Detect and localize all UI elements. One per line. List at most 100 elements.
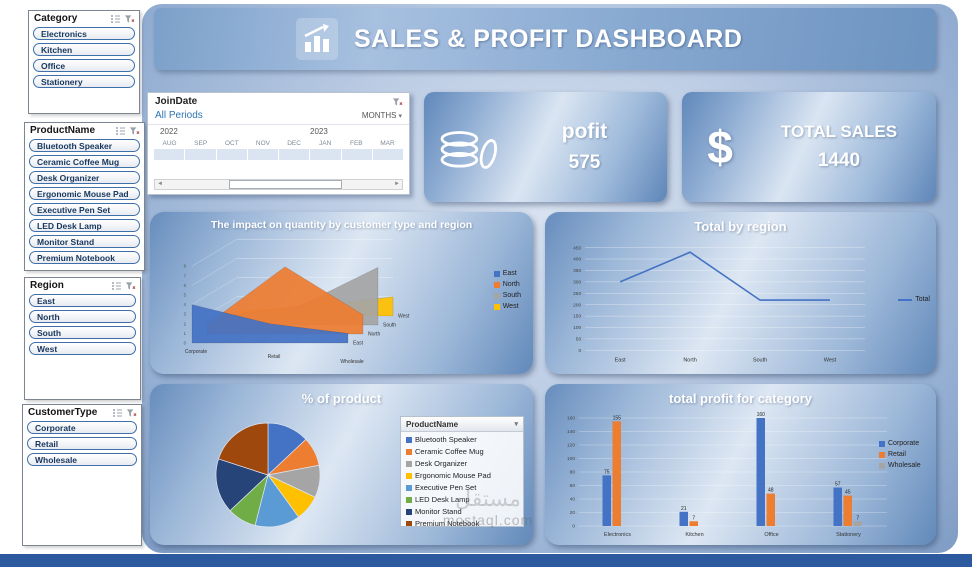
- svg-text:Corporate: Corporate: [185, 349, 207, 355]
- legend-label: Total: [915, 296, 930, 303]
- legend-item: Desk Organizer: [406, 459, 518, 468]
- slicer-item-corporate[interactable]: Corporate: [27, 421, 137, 434]
- legend-swatch: [406, 472, 412, 479]
- legend-item: Bluetooth Speaker: [406, 435, 518, 444]
- timeline-cell[interactable]: [154, 149, 185, 160]
- timeline-scroll-track[interactable]: [165, 180, 392, 189]
- svg-text:South: South: [753, 357, 767, 363]
- timeline-cell[interactable]: [247, 149, 278, 160]
- timeline-month-labels: AUG SEP OCT NOV DEC JAN FEB MAR: [148, 140, 409, 147]
- category-slicer-title: Category: [34, 13, 78, 24]
- svg-text:East: East: [353, 341, 364, 347]
- timeline-cell[interactable]: [216, 149, 247, 160]
- svg-text:0: 0: [184, 341, 187, 346]
- line-svg: 0 50 100 150 200 250 300 350 400 450 East North Sout…: [573, 245, 865, 363]
- area-chart-legend: East North South West: [493, 270, 521, 310]
- slicer-item-ceramic-coffee-mug[interactable]: Ceramic Coffee Mug: [29, 155, 140, 168]
- total-sales-kpi-label: TOTAL SALES: [780, 122, 898, 141]
- slicer-item-south[interactable]: South: [29, 326, 136, 339]
- line-chart-legend: Total: [898, 296, 930, 303]
- slicer-item-electronics[interactable]: Electronics: [33, 27, 135, 40]
- legend-item: Ceramic Coffee Mug: [406, 447, 518, 456]
- legend-swatch: [493, 281, 500, 288]
- slicer-item-desk-organizer[interactable]: Desk Organizer: [29, 171, 140, 184]
- timeline-cell[interactable]: [310, 149, 341, 160]
- slicer-item-west[interactable]: West: [29, 342, 136, 355]
- legend-item: Executive Pen Set: [406, 483, 518, 492]
- svg-text:20: 20: [570, 510, 576, 516]
- line-chart-title: Total by region: [694, 219, 787, 234]
- pie-field-legend: ProductName Bluetooth Speaker Ceramic Cof…: [400, 416, 524, 527]
- slicer-item-ergonomic-mouse-pad[interactable]: Ergonomic Mouse Pad: [29, 187, 140, 200]
- svg-text:45: 45: [845, 490, 851, 496]
- svg-text:East: East: [615, 357, 627, 363]
- svg-text:400: 400: [573, 257, 581, 263]
- legend-item: Monitor Stand: [406, 507, 518, 516]
- slicer-item-north[interactable]: North: [29, 310, 136, 323]
- clear-filter-icon[interactable]: [126, 408, 137, 418]
- timeline-title: JoinDate: [155, 96, 198, 107]
- legend-label: Monitor Stand: [415, 507, 462, 516]
- profit-kpi-label: pofit: [561, 120, 608, 143]
- timeline-scroll-thumb[interactable]: [228, 180, 343, 189]
- timeline-cell[interactable]: [185, 149, 216, 160]
- svg-text:Office: Office: [764, 532, 778, 538]
- svg-text:80: 80: [570, 470, 576, 476]
- timeline-cell[interactable]: [341, 149, 372, 160]
- legend-label: Premium Notebook: [415, 519, 480, 526]
- bar-svg: 0 20 40 60 80 100 120 140 160 Electronics Kitchen O…: [567, 412, 887, 538]
- timeline-clear-filter-icon[interactable]: [392, 97, 403, 107]
- legend-item: Total: [898, 296, 930, 303]
- svg-text:100: 100: [573, 325, 581, 331]
- svg-text:6: 6: [184, 283, 187, 288]
- legend-item: Retail: [879, 451, 933, 458]
- svg-text:South: South: [383, 323, 396, 329]
- slicer-item-wholesale[interactable]: Wholesale: [27, 453, 137, 466]
- slicer-item-premium-notebook[interactable]: Premium Notebook: [29, 251, 140, 264]
- legend-label: East: [502, 270, 517, 277]
- multiselect-icon[interactable]: [111, 281, 122, 291]
- clear-filter-icon[interactable]: [129, 126, 140, 136]
- svg-text:155: 155: [613, 415, 622, 421]
- legend-label: West: [502, 303, 519, 310]
- legend-item: East: [493, 270, 521, 277]
- svg-text:21: 21: [681, 506, 687, 512]
- svg-text:160: 160: [567, 416, 575, 422]
- timeline-month: MAR: [380, 140, 395, 147]
- clear-filter-icon[interactable]: [125, 281, 136, 291]
- svg-text:350: 350: [573, 268, 581, 274]
- multiselect-icon[interactable]: [115, 126, 126, 136]
- slicer-item-monitor-stand[interactable]: Monitor Stand: [29, 235, 140, 248]
- legend-label: Executive Pen Set: [415, 483, 477, 492]
- legend-swatch: [493, 303, 500, 310]
- slicer-item-office[interactable]: Office: [33, 59, 135, 72]
- line-chart: 0 50 100 150 200 250 300 350 400 450 East North Sout…: [557, 240, 875, 366]
- scroll-right-icon[interactable]: [392, 180, 402, 189]
- slicer-item-retail[interactable]: Retail: [27, 437, 137, 450]
- svg-text:7: 7: [692, 515, 695, 521]
- svg-text:5: 5: [184, 293, 187, 298]
- category-slicer: Category Electronics Kitchen Office Stat…: [28, 10, 140, 114]
- timeline-cell[interactable]: [372, 149, 403, 160]
- slicer-item-east[interactable]: East: [29, 294, 136, 307]
- timeline-scrollbar[interactable]: [154, 179, 403, 190]
- slicer-item-executive-pen-set[interactable]: Executive Pen Set: [29, 203, 140, 216]
- multiselect-icon[interactable]: [110, 14, 121, 24]
- timeline-granularity-dropdown[interactable]: MONTHS: [362, 111, 402, 120]
- slicer-item-led-desk-lamp[interactable]: LED Desk Lamp: [29, 219, 140, 232]
- slicer-item-bluetooth-speaker[interactable]: Bluetooth Speaker: [29, 139, 140, 152]
- legend-swatch: [406, 448, 412, 455]
- profit-kpi-card: pofit 575: [424, 92, 667, 202]
- svg-text:50: 50: [576, 337, 582, 343]
- multiselect-icon[interactable]: [112, 408, 123, 418]
- clear-filter-icon[interactable]: [124, 14, 135, 24]
- timeline-cell[interactable]: [279, 149, 310, 160]
- legend-item: Corporate: [879, 440, 933, 447]
- scroll-left-icon[interactable]: [155, 180, 165, 189]
- slicer-item-stationery[interactable]: Stationery: [33, 75, 135, 88]
- slicer-item-kitchen[interactable]: Kitchen: [33, 43, 135, 56]
- product-name-dropdown[interactable]: ProductName: [401, 417, 523, 432]
- product-slicer: ProductName Bluetooth Speaker Ceramic Co…: [24, 122, 145, 271]
- bar-chart-title: total profit for category: [668, 391, 812, 406]
